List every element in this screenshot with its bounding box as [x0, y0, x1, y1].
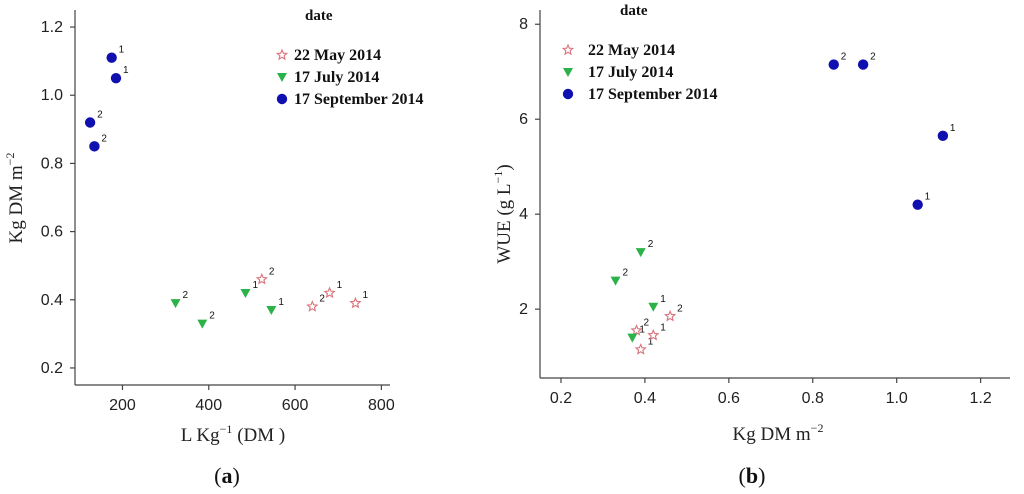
legend-entry: 17 September 2014 — [588, 86, 717, 103]
y-ticks: 0.2 0.4 0.6 0.8 1.0 1.2 — [41, 19, 75, 377]
point-label: 1 — [639, 325, 645, 336]
x-ticks: 0.2 0.4 0.6 0.8 1.0 1.2 — [550, 378, 992, 407]
legend: date 22 May 2014 17 July 2014 17 September… — [275, 8, 423, 108]
x-tick-label: 0.2 — [550, 390, 572, 407]
x-axis-label: L Kg−1 (DM ) — [181, 422, 285, 446]
data-point-triangle-down — [197, 319, 208, 329]
point-label: 1 — [362, 290, 368, 301]
legend-marker-triangle-down — [277, 73, 287, 82]
data-point-star — [349, 296, 362, 309]
x-ticks: 200 400 600 800 — [109, 385, 395, 414]
legend-entry: 22 May 2014 — [294, 47, 381, 64]
data-point-star — [647, 328, 660, 341]
point-label: 1 — [660, 322, 666, 333]
x-tick-label: 0.8 — [802, 390, 824, 407]
data-point-star — [255, 272, 268, 285]
data-point-triangle-down — [627, 333, 638, 343]
y-tick-label: 0.6 — [41, 224, 63, 241]
data-point-star — [663, 309, 677, 322]
legend-entry: 17 September 2014 — [294, 91, 423, 108]
x-tick-label: 800 — [368, 397, 395, 414]
y-tick-label: 2 — [519, 301, 528, 318]
data-point-circle — [937, 130, 949, 142]
point-label: 1 — [337, 280, 343, 291]
y-tick-label: 8 — [519, 16, 528, 33]
data-point-circle — [89, 141, 100, 152]
x-tick-label: 1.2 — [970, 390, 992, 407]
y-axis-label: Kg DM m−2 — [3, 153, 27, 244]
point-label: 2 — [319, 294, 325, 305]
legend-marker-star — [275, 48, 289, 61]
x-tick-label: 0.4 — [634, 390, 656, 407]
point-label: 1 — [278, 297, 284, 308]
point-label: 1 — [119, 45, 125, 56]
x-tick-label: 600 — [282, 397, 309, 414]
data-point-triangle-down — [266, 306, 277, 315]
point-label: 2 — [623, 268, 629, 279]
y-tick-label: 1.0 — [41, 87, 63, 104]
data-point-triangle-down — [170, 299, 181, 309]
point-label: 1 — [660, 294, 666, 305]
data-point-triangle-down — [635, 248, 646, 258]
point-label: 1 — [252, 280, 258, 291]
y-tick-label: 0.8 — [41, 155, 63, 172]
legend-marker-triangle-down — [563, 68, 573, 77]
data-point-circle — [110, 72, 122, 84]
y-axis-label: WUE (g L−1) — [491, 164, 515, 263]
data-point-star — [634, 343, 647, 355]
y-tick-label: 6 — [519, 111, 528, 128]
y-tick-label: 1.2 — [41, 19, 63, 36]
legend: date 22 May 2014 17 July 2014 17 September… — [561, 3, 717, 103]
x-tick-label: 0.6 — [718, 390, 740, 407]
y-tick-label: 0.4 — [41, 292, 63, 309]
point-label: 2 — [644, 318, 650, 329]
data-point-triangle-down — [610, 276, 621, 286]
chart-panel-a: 200 400 600 800 0.2 0.4 0.6 0.8 1.0 1.2 L Kg−1 (… — [3, 8, 423, 488]
point-label: 2 — [183, 290, 189, 301]
point-label: 1 — [950, 123, 956, 134]
data-point-circle — [828, 59, 839, 70]
data-point-triangle-down — [240, 288, 251, 298]
point-label: 1 — [648, 337, 654, 348]
data-point-circle — [857, 59, 869, 70]
data-point-star — [323, 286, 336, 299]
data-point-circle — [912, 199, 923, 210]
point-label: 2 — [677, 303, 683, 314]
point-label: 2 — [648, 239, 654, 250]
x-axis-label: Kg DM m−2 — [733, 421, 824, 445]
data-point-circle — [106, 52, 117, 63]
point-label: 2 — [209, 311, 215, 322]
point-label: 2 — [870, 52, 876, 63]
point-label: 2 — [269, 266, 275, 277]
y-tick-label: 0.2 — [41, 360, 63, 377]
legend-entry: 17 July 2014 — [294, 69, 379, 86]
legend-entry: 17 July 2014 — [588, 64, 673, 81]
data-point-star — [306, 300, 319, 312]
x-tick-label: 400 — [195, 397, 222, 414]
x-tick-label: 200 — [109, 397, 136, 414]
point-label: 2 — [97, 110, 103, 121]
legend-entry: 22 May 2014 — [588, 42, 675, 59]
point-label: 1 — [123, 65, 129, 76]
point-label: 2 — [841, 52, 847, 63]
chart-panel-b: 0.2 0.4 0.6 0.8 1.0 1.2 2 4 6 8 Kg DM m−2 WUE (g… — [491, 3, 1010, 488]
panel-label-a: (a) — [214, 463, 240, 488]
legend-marker-star — [561, 43, 575, 56]
data-point-star — [630, 324, 643, 336]
y-ticks: 2 4 6 8 — [519, 16, 540, 318]
data-point-circle — [84, 117, 96, 128]
panel-label-b: (b) — [739, 463, 766, 488]
legend-title: date — [620, 3, 648, 19]
legend-title: date — [305, 8, 333, 24]
point-label: 2 — [101, 133, 107, 144]
data-point-triangle-down — [648, 302, 659, 312]
legend-marker-circle — [276, 93, 288, 105]
x-tick-label: 1.0 — [886, 390, 908, 407]
legend-marker-circle — [562, 88, 574, 100]
point-label: 1 — [925, 192, 931, 203]
y-tick-label: 4 — [519, 206, 528, 223]
